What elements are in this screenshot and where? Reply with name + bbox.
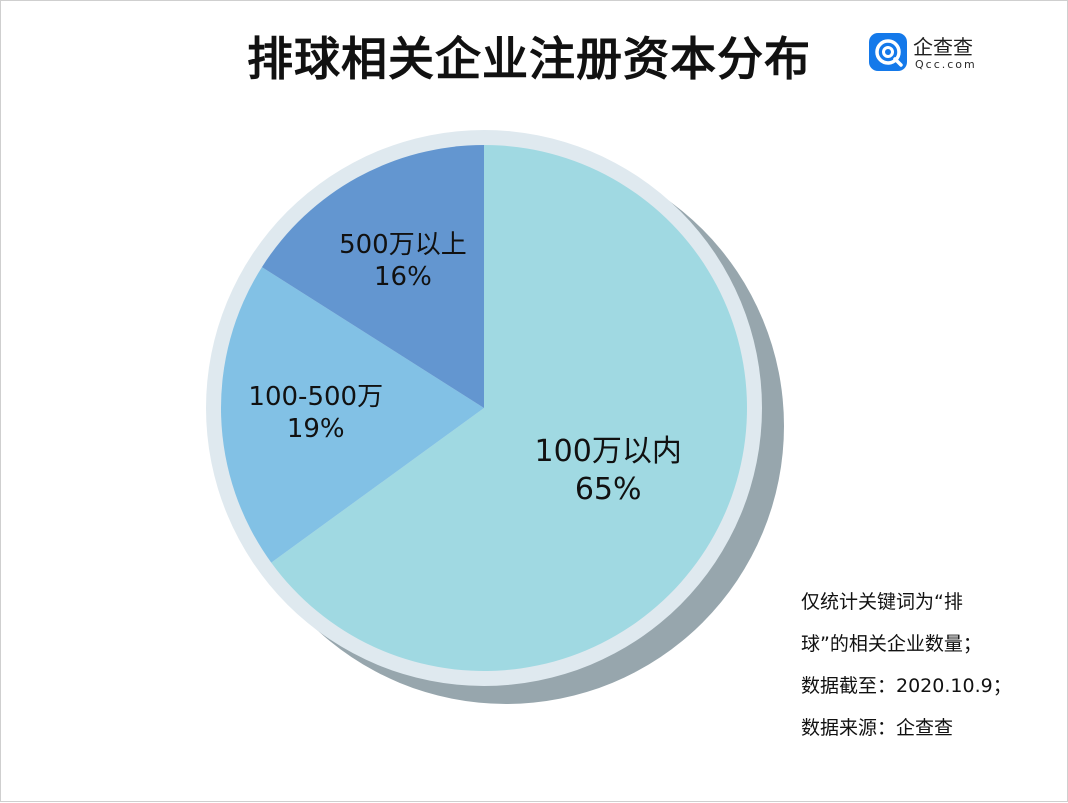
- slice-percent: 16%: [374, 261, 432, 292]
- footnote-line: 数据来源：企查查: [801, 717, 954, 739]
- slice-name: 100-500万: [248, 382, 384, 413]
- footnote-line: 球”的相关企业数量；: [801, 633, 982, 655]
- footnote-line: 仅统计关键词为“排: [801, 591, 963, 613]
- slice-percent: 65%: [574, 472, 642, 508]
- footnote: 仅统计关键词为“排 球”的相关企业数量； 数据截至：2020.10.9； 数据来…: [801, 581, 1041, 749]
- qcc-logo-icon: [869, 33, 907, 71]
- slice-label: 500万以上 16%: [339, 229, 467, 293]
- slice-label: 100万以内 65%: [535, 433, 682, 509]
- logo-name-cn: 企查查: [913, 35, 973, 59]
- footnote-line: 数据截至：2020.10.9；: [801, 675, 1012, 697]
- slice-name: 500万以上: [339, 229, 467, 260]
- pie-slice: [271, 145, 748, 671]
- slice-label: 100-500万 19%: [248, 381, 383, 445]
- chart-title: 排球相关企业注册资本分布: [247, 32, 811, 86]
- pie-slice: [261, 145, 484, 408]
- slice-percent: 19%: [286, 414, 345, 445]
- slice-name: 100万以内: [534, 434, 682, 470]
- brand-logo: 企查查 Qcc.com: [869, 31, 989, 75]
- logo-name-en: Qcc.com: [915, 58, 977, 71]
- pie-slice: [220, 267, 484, 563]
